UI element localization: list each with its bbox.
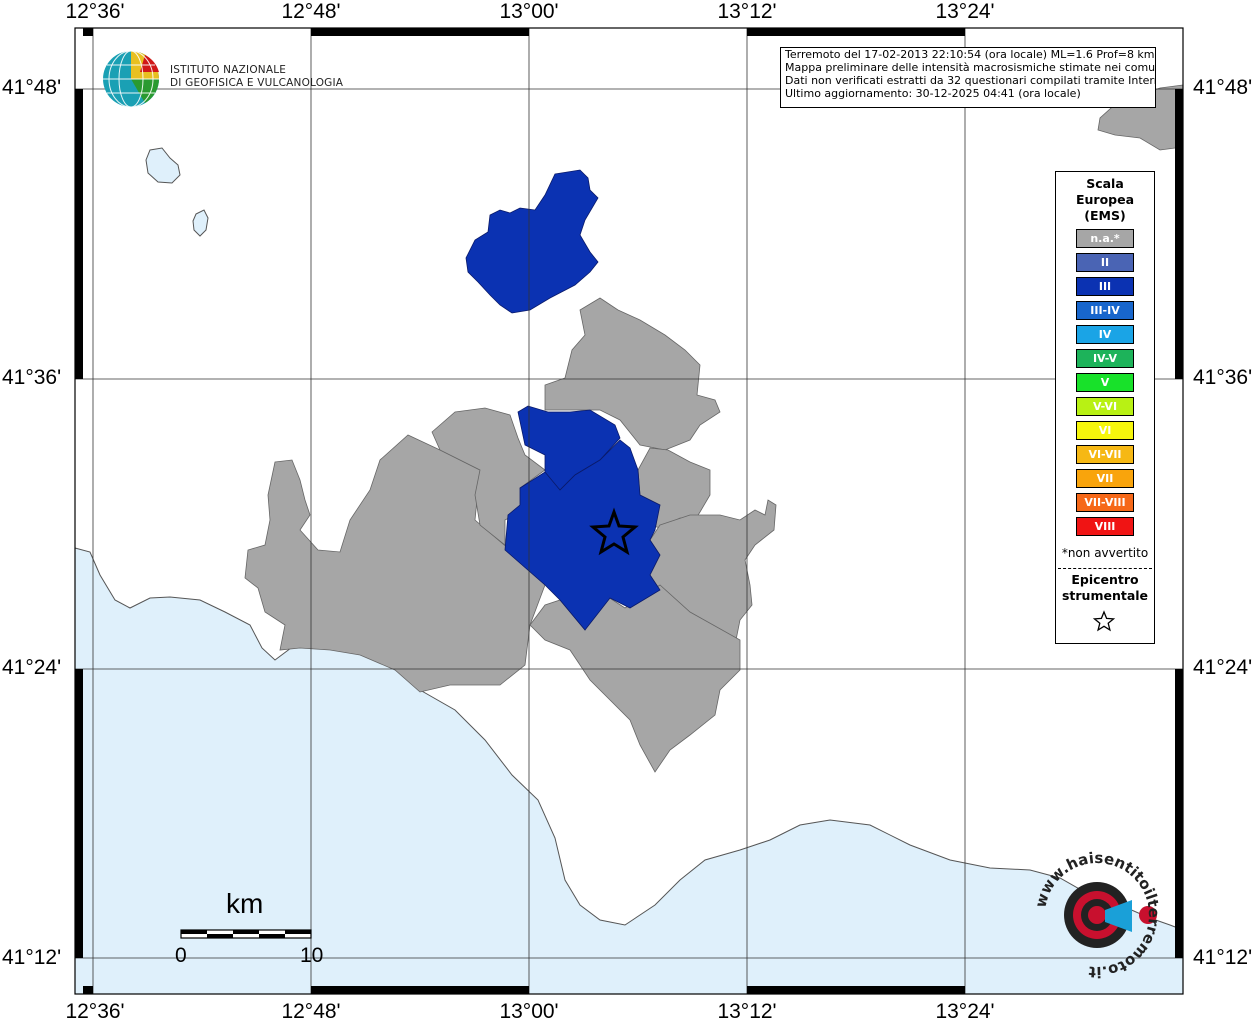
legend-item: VIII: [1076, 517, 1134, 536]
legend-title: Scala Europea (EMS): [1056, 176, 1154, 224]
legend-item: IV: [1076, 325, 1134, 344]
lon-label-bottom-4: 13°12': [717, 1000, 777, 1023]
legend-title-line-1: Scala: [1086, 176, 1124, 191]
legend-item: VI: [1076, 421, 1134, 440]
legend-item: II: [1076, 253, 1134, 272]
legend-item: VII-VIII: [1076, 493, 1134, 512]
sea-area: [74, 547, 1184, 995]
lat-label-left-1: 41°48': [2, 76, 62, 99]
legend-epicenter-label: Epicentro strumentale: [1056, 572, 1154, 604]
ems-legend: Scala Europea (EMS) n.a.* II III III-IV IV IV…: [1055, 171, 1155, 644]
region-iii-north: [465, 169, 599, 314]
scale-bar: [180, 929, 312, 939]
lat-label-left-3: 41°24': [2, 656, 62, 679]
institute-line-1: ISTITUTO NAZIONALE: [170, 64, 287, 76]
legend-item: V-VI: [1076, 397, 1134, 416]
lon-label-top-2: 12°48': [281, 0, 341, 23]
region-na-northeast: [544, 297, 721, 451]
region-iii-center-b: [504, 439, 661, 631]
lon-label-bottom-5: 13°24': [935, 1000, 995, 1023]
legend-item: III: [1076, 277, 1134, 296]
lat-label-right-4: 41°12': [1193, 946, 1253, 969]
lon-label-bottom-2: 12°48': [281, 1000, 341, 1023]
event-info-line-3: Dati non verificati estratti da 32 quest…: [785, 74, 1156, 87]
lon-label-top-4: 13°12': [717, 0, 777, 23]
institute-name: ISTITUTO NAZIONALE DI GEOFISICA E VULCAN…: [170, 64, 343, 90]
legend-title-line-2: Europea: [1075, 192, 1135, 207]
legend-epicenter-line-1: Epicentro: [1071, 572, 1139, 587]
lon-label-top-3: 13°00': [499, 0, 559, 23]
legend-star-icon: [1092, 610, 1116, 632]
event-info-line-2: Mappa preliminare delle intensità macros…: [785, 61, 1156, 74]
brand-text: www.haisentitoilterremoto.it: [1031, 850, 1163, 980]
lon-label-top-5: 13°24': [935, 0, 995, 23]
brand-url: www.haisentitoilterremoto.it: [1031, 850, 1163, 980]
svg-text:www.haisentitoilterremoto.it: www.haisentitoilterremoto.it: [1031, 850, 1163, 980]
lat-label-left-2: 41°36': [2, 366, 62, 389]
legend-item: VII: [1076, 469, 1134, 488]
event-info-box: Terremoto del 17-02-2013 22:10:54 (ora l…: [780, 47, 1156, 108]
lon-label-top-1: 12°36': [65, 0, 125, 23]
legend-item: IV-V: [1076, 349, 1134, 368]
lake-nemi: [192, 209, 209, 237]
institute-line-2: DI GEOFISICA E VULCANOLOGIA: [170, 77, 344, 89]
lat-label-right-3: 41°24': [1193, 656, 1253, 679]
scale-start-label: 0: [175, 944, 187, 967]
scale-unit-label: km: [226, 888, 264, 919]
legend-item: n.a.*: [1076, 229, 1134, 248]
region-na-west: [244, 434, 546, 693]
legend-item: III-IV: [1076, 301, 1134, 320]
event-info-line-1: Terremoto del 17-02-2013 22:10:54 (ora l…: [785, 48, 1155, 61]
legend-divider: [1058, 568, 1152, 569]
haisentito-logo-icon: [1064, 882, 1157, 948]
legend-note: *non avvertito: [1061, 546, 1149, 560]
region-iii-center-a: [517, 405, 621, 491]
legend-item: VI-VII: [1076, 445, 1134, 464]
legend-epicenter-line-2: strumentale: [1061, 588, 1149, 603]
map-frame: [74, 27, 1184, 995]
epicenter-star-icon: [589, 507, 639, 556]
event-info-line-4: Ultimo aggiornamento: 30-12-2025 04:41 (…: [785, 87, 1081, 100]
lat-label-right-2: 41°36': [1193, 366, 1253, 389]
lat-label-left-4: 41°12': [2, 946, 62, 969]
lon-label-bottom-1: 12°36': [65, 1000, 125, 1023]
scale-end-label: 10: [300, 944, 324, 967]
ingv-logo-icon: [103, 50, 159, 108]
lake-albano: [145, 147, 181, 184]
legend-title-line-3: (EMS): [1084, 208, 1126, 223]
lon-label-bottom-3: 13°00': [499, 1000, 559, 1023]
lat-label-right-1: 41°48': [1193, 76, 1253, 99]
legend-item: V: [1076, 373, 1134, 392]
